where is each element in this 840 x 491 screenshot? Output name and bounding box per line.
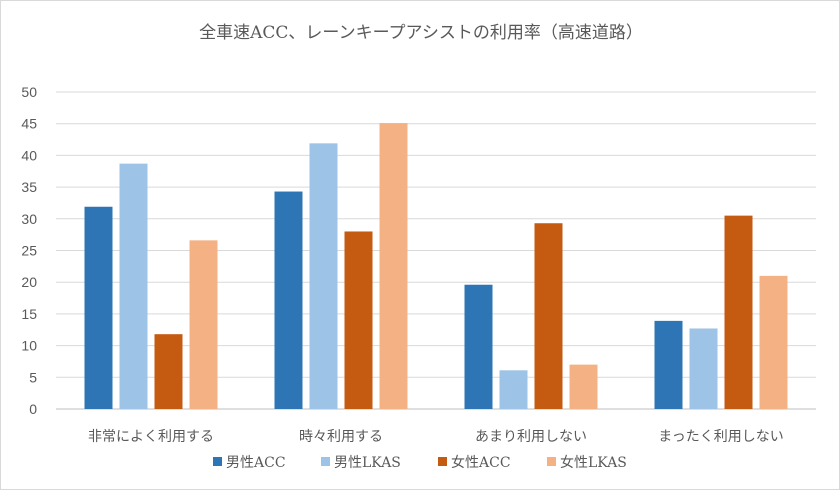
y-tick-label: 35: [21, 179, 37, 195]
legend-swatch: [547, 457, 556, 466]
bar: [534, 223, 563, 409]
y-tick-label: 40: [21, 147, 37, 163]
gridlines: [56, 91, 816, 410]
y-tick-label: 50: [21, 84, 37, 100]
bar: [154, 334, 183, 409]
bar: [189, 240, 218, 409]
y-tick-label: 45: [21, 116, 37, 132]
y-tick-label: 0: [29, 401, 37, 417]
bar: [569, 364, 598, 409]
y-axis-ticks: 0 5 10 15 20 25 30 35 40 45 50: [21, 84, 37, 417]
bar: [689, 328, 718, 409]
y-tick-label: 25: [21, 243, 37, 259]
legend-label: 男性LKAS: [334, 455, 401, 471]
bar: [309, 143, 338, 409]
chart-title: 全車速ACC、レーンキープアシストの利用率（高速道路）: [199, 23, 643, 43]
bar: [119, 163, 148, 409]
y-tick-label: 30: [21, 211, 37, 227]
bar: [759, 275, 788, 409]
bar: [274, 191, 303, 409]
legend-swatch: [321, 457, 330, 466]
x-axis-categories: 非常によく利用する 時々利用する あまり利用しない まったく利用しない: [88, 429, 784, 445]
y-tick-label: 20: [21, 274, 37, 290]
legend-swatch: [213, 457, 222, 466]
x-category-label: まったく利用しない: [658, 429, 783, 445]
bar: [724, 215, 753, 409]
y-tick-label: 10: [21, 338, 37, 354]
bar: [379, 123, 408, 409]
legend: 男性ACC 男性LKAS 女性ACC 女性LKAS: [213, 454, 627, 471]
legend-label: 男性ACC: [226, 455, 286, 471]
bar: [84, 206, 113, 409]
legend-swatch: [438, 457, 447, 466]
bar: [654, 320, 683, 409]
legend-label: 女性ACC: [451, 454, 511, 471]
bar: [344, 231, 373, 409]
bars: [84, 123, 788, 409]
bar: [464, 284, 493, 409]
x-category-label: 非常によく利用する: [88, 429, 214, 445]
legend-label: 女性LKAS: [560, 454, 627, 471]
x-category-label: 時々利用する: [299, 429, 383, 445]
bar: [499, 370, 528, 409]
x-category-label: あまり利用しない: [475, 429, 587, 445]
y-tick-label: 15: [21, 306, 37, 322]
y-tick-label: 5: [29, 369, 37, 385]
